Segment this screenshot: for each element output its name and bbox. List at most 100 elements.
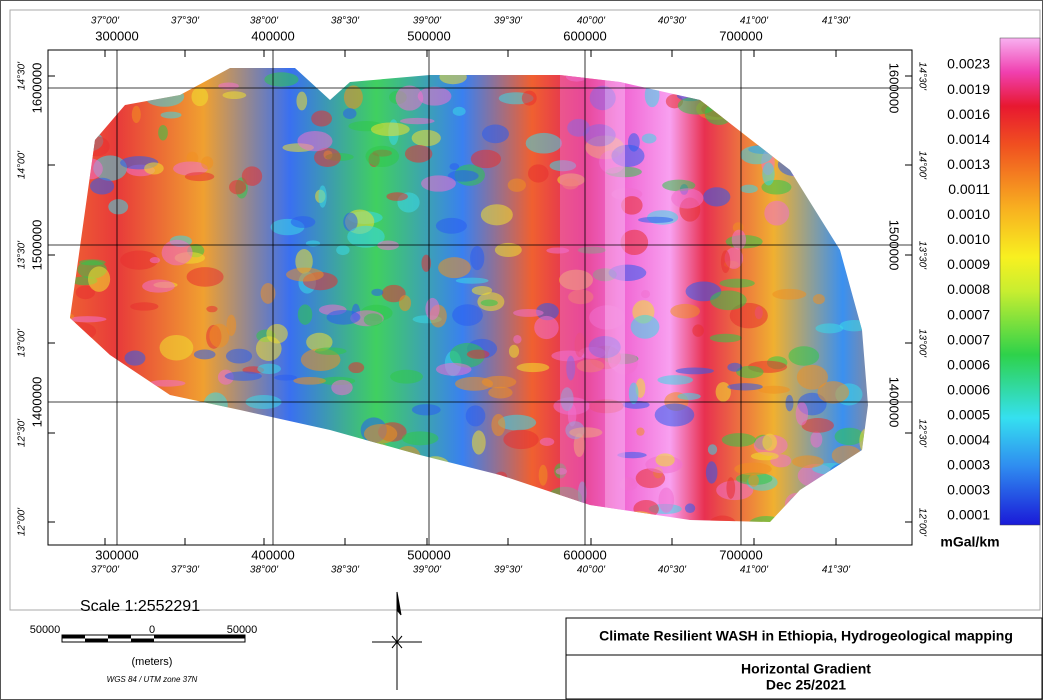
legend-label: 0.0019 — [947, 81, 990, 97]
texture-blob — [161, 239, 193, 266]
texture-blob — [628, 382, 639, 405]
texture-blob — [218, 82, 239, 90]
texture-blob — [326, 309, 361, 325]
easting-label: 300000 — [95, 28, 138, 43]
texture-blob — [466, 349, 490, 359]
texture-blob — [144, 162, 164, 175]
legend-label: 0.0009 — [947, 256, 990, 272]
texture-blob — [348, 362, 365, 374]
texture-blob — [657, 375, 694, 385]
texture-blob — [297, 131, 333, 152]
texture-blob — [654, 403, 695, 427]
texture-blob — [386, 192, 408, 201]
texture-blob — [692, 324, 704, 337]
degree-label: 13°30' — [916, 241, 927, 270]
texture-blob — [365, 145, 400, 168]
texture-blob — [762, 162, 775, 186]
texture-blob — [513, 334, 522, 344]
texture-blob — [750, 452, 779, 461]
texture-blob — [293, 376, 326, 385]
texture-blob — [675, 367, 714, 375]
texture-blob — [241, 166, 263, 186]
texture-blob — [516, 362, 550, 373]
texture-blob — [336, 245, 350, 256]
texture-blob — [90, 177, 115, 195]
texture-blob — [480, 204, 513, 226]
texture-blob — [209, 323, 230, 348]
easting-label: 300000 — [95, 547, 138, 562]
texture-blob — [224, 371, 262, 381]
texture-blob — [417, 86, 452, 106]
northing-label: 1500000 — [887, 220, 902, 271]
texture-blob — [148, 379, 186, 387]
degree-label: 39°00' — [413, 565, 442, 576]
texture-blob — [727, 383, 763, 391]
degree-label: 41°30' — [822, 16, 851, 27]
texture-blob — [314, 347, 347, 355]
texture-blob — [331, 379, 353, 396]
texture-blob — [655, 453, 675, 467]
texture-blob — [229, 180, 247, 195]
texture-blob — [159, 334, 194, 361]
degree-label: 40°00' — [577, 16, 606, 27]
texture-blob — [447, 170, 479, 182]
texture-blob — [297, 304, 313, 325]
texture-blob — [508, 344, 520, 358]
texture-blob — [186, 267, 224, 287]
texture-blob — [411, 129, 441, 147]
scale-bar — [61, 634, 246, 643]
degree-label: 37°00' — [91, 16, 120, 27]
degree-label: 12°00' — [17, 507, 28, 536]
texture-blob — [70, 316, 107, 323]
texture-blob — [184, 172, 215, 182]
texture-blob — [734, 462, 772, 476]
texture-blob — [481, 124, 509, 144]
degree-label: 14°30' — [17, 61, 28, 90]
texture-blob — [810, 431, 823, 448]
easting-label: 400000 — [251, 547, 294, 562]
texture-blob — [622, 400, 650, 409]
degree-label: 41°00' — [740, 16, 769, 27]
texture-blob — [470, 149, 502, 169]
texture-blob — [193, 349, 216, 360]
texture-blob — [525, 132, 562, 154]
texture-blob — [370, 122, 410, 137]
texture-blob — [449, 163, 460, 171]
texture-blob — [764, 200, 790, 226]
texture-blob — [727, 362, 743, 372]
easting-label: 400000 — [251, 28, 294, 43]
texture-blob — [507, 178, 526, 192]
texture-blob — [226, 314, 237, 336]
legend-label: 0.0001 — [947, 507, 990, 523]
texture-blob — [401, 431, 439, 446]
texture-blob — [834, 427, 864, 446]
texture-blob — [124, 350, 146, 366]
texture-blob — [729, 302, 768, 329]
legend-label: 0.0023 — [947, 56, 990, 72]
texture-blob — [815, 323, 844, 334]
texture-blob — [726, 477, 736, 499]
texture-blob — [488, 386, 513, 399]
map-title: Horizontal Gradient — [741, 661, 871, 677]
texture-blob — [719, 278, 755, 288]
texture-blob — [347, 225, 385, 248]
texture-blob — [191, 87, 209, 107]
texture-blob — [363, 313, 383, 327]
degree-label: 37°30' — [171, 565, 200, 576]
legend-label: 0.0010 — [947, 231, 990, 247]
texture-blob — [421, 175, 456, 192]
texture-blob — [710, 290, 747, 311]
texture-blob — [398, 295, 412, 312]
texture-blob — [670, 303, 700, 319]
texture-blob — [658, 487, 675, 513]
texture-blob — [343, 212, 358, 232]
texture-blob — [296, 91, 308, 111]
texture-blob — [641, 133, 657, 144]
texture-blob — [503, 429, 539, 450]
scale-label: 0 — [149, 624, 155, 636]
degree-label: 14°00' — [916, 151, 927, 180]
texture-blob — [709, 333, 742, 343]
legend-label: 0.0005 — [947, 406, 990, 422]
texture-blob — [812, 293, 825, 305]
